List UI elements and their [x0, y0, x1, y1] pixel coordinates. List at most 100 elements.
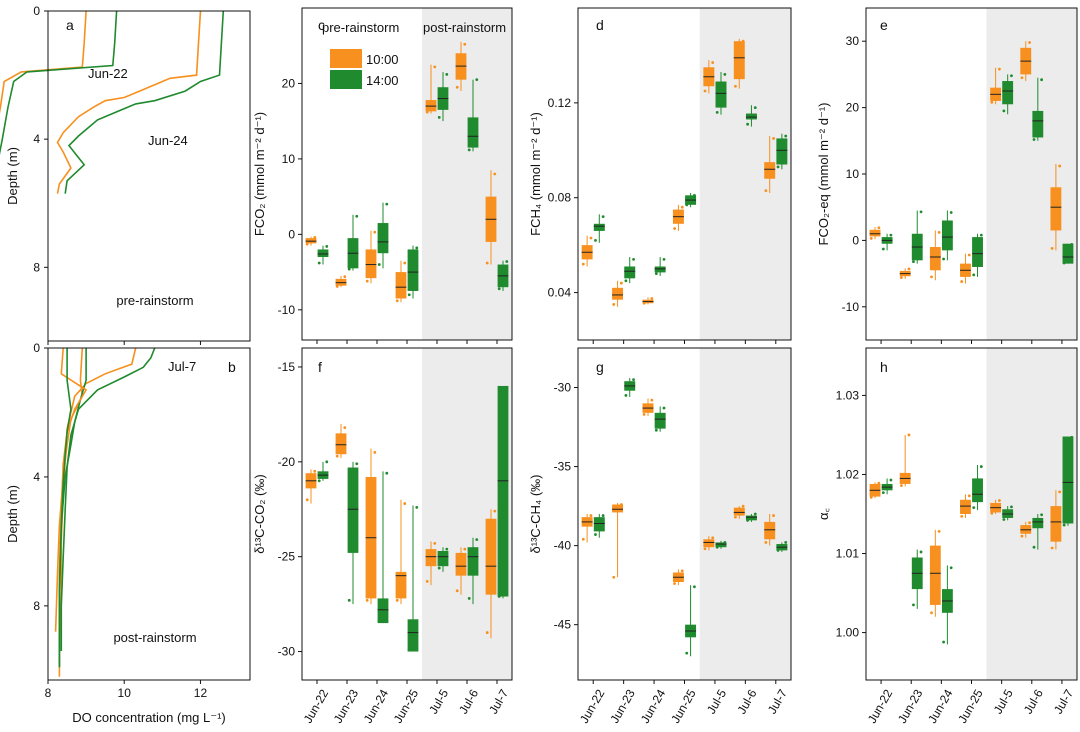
point-h-0-6-0: [1050, 546, 1054, 550]
xtick-label-g-3: Jun-25: [668, 687, 699, 726]
point-g-0-1-1: [619, 503, 623, 506]
period-label-pre: pre-rainstorm: [322, 20, 399, 35]
box-d-1-5: [745, 113, 757, 120]
box-f-0-6: [485, 518, 497, 595]
point-e-1-2-0: [942, 257, 945, 261]
box-e-0-2: [929, 247, 941, 271]
box-g-0-6: [764, 521, 776, 540]
box-c-1-5: [467, 117, 479, 148]
annotation-a-1: Jun-24: [148, 133, 188, 148]
box-d-1-2: [654, 266, 666, 273]
point-g-1-1-1: [632, 378, 635, 382]
point-e-1-1-1: [919, 210, 923, 214]
point-d-1-6-0: [776, 165, 780, 169]
point-c-0-3-0: [395, 299, 399, 303]
xtick-label-f-2: Jun-24: [361, 687, 392, 726]
xtick-label-h-2: Jun-24: [925, 687, 956, 726]
point-e-0-2-1: [937, 231, 941, 234]
ytick-label-h-1: 1.01: [836, 547, 860, 561]
point-f-1-3-0: [407, 648, 411, 652]
point-d-0-5-0: [734, 84, 737, 88]
point-d-1-3-0: [685, 203, 689, 207]
point-h-0-1-0: [899, 484, 903, 487]
xtick-label-h-1: Jun-23: [895, 687, 926, 726]
box-f-1-6: [497, 385, 509, 597]
ytick-label-d-1: 0.08: [548, 191, 572, 205]
box-f-1-3: [407, 619, 419, 652]
box-h-0-6: [1050, 506, 1062, 542]
ytick-label-h-0: 1.00: [836, 626, 860, 640]
box-h-0-2: [929, 545, 941, 605]
point-d-0-4-1: [711, 61, 715, 64]
ytick-label-f-0: -30: [278, 645, 296, 659]
box-h-1-6: [1062, 436, 1074, 524]
profile-a-3: [64, 10, 225, 194]
point-e-0-2-0: [930, 275, 933, 279]
point-e-1-3-1: [979, 233, 983, 237]
point-d-1-3-1: [693, 193, 696, 197]
ytick-label-g-2: -35: [554, 460, 572, 474]
legend: 10:00 14:00: [330, 49, 399, 89]
ytick-label-b-0: 0: [33, 341, 40, 355]
xtick-label-g-6: Jul-7: [765, 687, 790, 717]
ytick-label-e-0: -10: [842, 300, 860, 314]
box-g-1-0: [593, 517, 605, 532]
box-g-1-2: [654, 412, 666, 429]
panel-label-h: h: [880, 359, 888, 375]
point-e-0-5-0: [1020, 76, 1024, 80]
xtick-label-h-4: Jul-5: [991, 687, 1016, 717]
point-h-1-2-1: [949, 566, 953, 570]
point-c-1-4-1: [445, 73, 449, 76]
shade-f: [422, 348, 512, 680]
point-c-1-2-0: [377, 263, 381, 266]
point-g-0-0-0: [581, 537, 585, 541]
note-a: pre-rainstorm: [116, 293, 193, 308]
ylabel-a: Depth (m): [5, 147, 20, 205]
period-label-post: post-rainstorm: [423, 20, 506, 35]
point-d-0-3-0: [673, 227, 676, 230]
point-d-0-5-1: [741, 39, 745, 43]
point-c-0-3-1: [403, 261, 407, 265]
ytick-label-a-2: 8: [33, 260, 40, 274]
xtick-label-h-3: Jun-25: [955, 687, 986, 726]
point-g-0-5-1: [741, 504, 745, 508]
ylabel-e: FCO₂-eq (mmol m⁻² d⁻¹): [816, 103, 831, 246]
point-h-0-3-1: [967, 494, 971, 498]
point-f-0-6-1: [493, 509, 497, 513]
point-c-0-2-0: [365, 279, 369, 283]
point-g-1-3-0: [685, 651, 689, 655]
box-e-1-6: [1062, 243, 1074, 264]
xtick-label-g-5: Jul-6: [734, 687, 759, 717]
point-h-0-4-0: [990, 511, 994, 515]
point-f-0-3-1: [403, 502, 407, 505]
point-c-0-0-1: [313, 235, 317, 239]
point-h-1-0-0: [881, 491, 885, 495]
legend-swatch-1000: [330, 49, 362, 68]
shade-e: [986, 8, 1077, 340]
point-c-1-0-1: [325, 245, 329, 248]
box-e-1-3: [972, 237, 983, 267]
point-g-1-6-0: [776, 548, 780, 552]
point-c-0-6-0: [485, 261, 489, 265]
point-h-1-3-1: [979, 465, 983, 468]
box-c-1-2: [377, 223, 389, 254]
xtick-label-b-2: 12: [194, 686, 208, 700]
note-b: post-rainstorm: [113, 630, 196, 645]
point-g-0-3-1: [680, 569, 684, 573]
xtick-label-f-0: Jun-22: [301, 687, 332, 726]
box-g-1-4: [715, 542, 727, 548]
box-d-1-4: [715, 81, 727, 108]
box-e-1-2: [941, 220, 953, 251]
panel-label-e: e: [880, 17, 888, 33]
box-e-1-5: [1032, 110, 1044, 138]
point-h-0-0-0: [869, 496, 873, 499]
box-h-1-5: [1032, 517, 1044, 529]
point-e-1-2-1: [949, 211, 953, 214]
panel-label-d: d: [596, 17, 604, 33]
panel-label-a: a: [66, 17, 74, 33]
box-g-0-4: [703, 539, 715, 548]
box-d-0-1: [612, 287, 624, 300]
xtick-label-f-4: Jul-5: [426, 687, 451, 717]
point-e-1-4-0: [1002, 109, 1006, 113]
